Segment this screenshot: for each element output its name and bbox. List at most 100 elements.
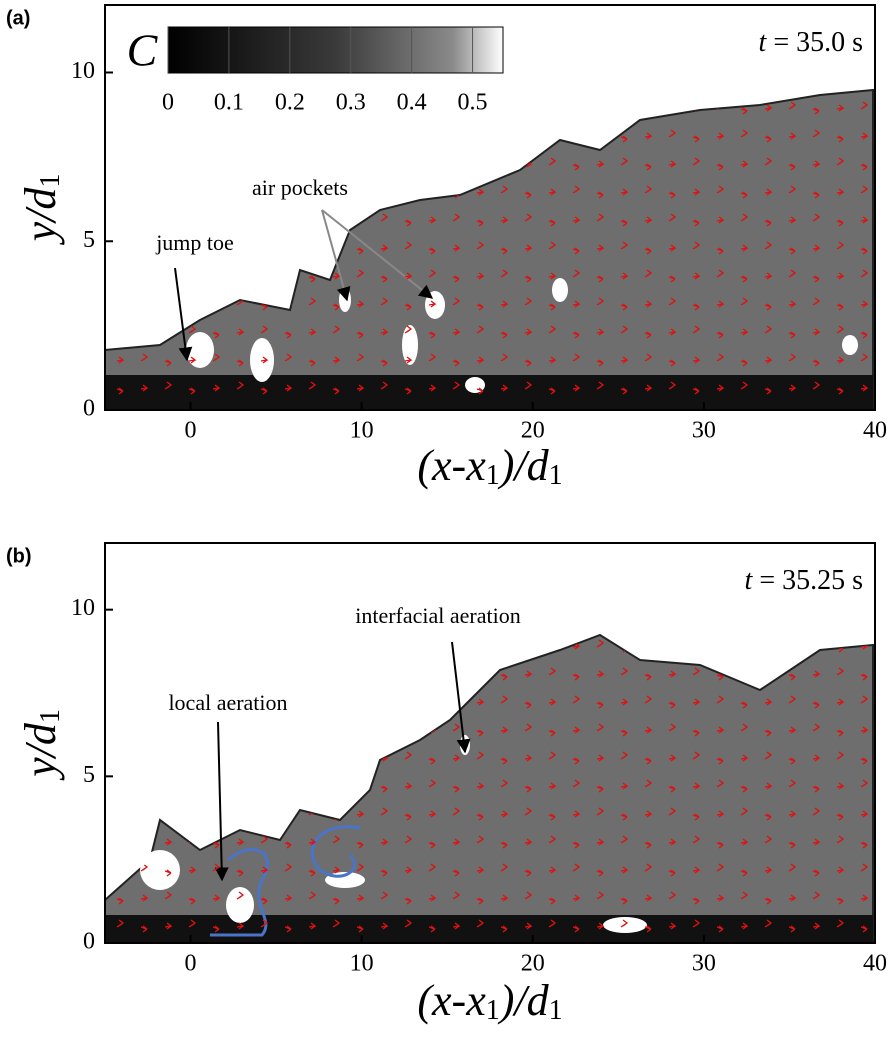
- vector: [812, 213, 821, 222]
- vector: [165, 587, 171, 593]
- vector: [788, 163, 796, 171]
- vector: [836, 188, 845, 196]
- vector: [428, 673, 436, 681]
- vector: [308, 922, 317, 930]
- vector: [669, 587, 675, 593]
- vector: [861, 18, 867, 25]
- vector: [140, 673, 148, 681]
- vector: [476, 919, 485, 928]
- vector: [812, 297, 821, 306]
- annotation: interfacial aeration: [355, 603, 521, 628]
- vector: [524, 639, 533, 648]
- vector: [428, 925, 436, 933]
- vector: [284, 726, 293, 734]
- vector: [356, 642, 365, 650]
- colorbar-tick-label: 0.5: [458, 90, 488, 116]
- vector: [548, 835, 557, 844]
- vector: [812, 244, 821, 252]
- vector: [236, 381, 245, 390]
- vector: [140, 185, 149, 194]
- vector: [620, 356, 629, 364]
- vector: [548, 219, 556, 227]
- vector: [116, 729, 124, 737]
- vector: [116, 813, 124, 821]
- vector: [189, 615, 195, 621]
- vector: [524, 328, 533, 336]
- vector: [812, 275, 820, 283]
- vector: [476, 188, 485, 196]
- vector: [669, 24, 675, 30]
- vector: [716, 894, 725, 902]
- vector: [860, 353, 869, 362]
- vector: [141, 612, 147, 619]
- vector: [260, 751, 269, 760]
- vector: [573, 590, 579, 596]
- vector: [452, 244, 461, 252]
- vector: [117, 562, 123, 568]
- vector: [716, 269, 725, 278]
- vector: [836, 835, 845, 844]
- vector: [837, 615, 843, 621]
- vector: [572, 101, 581, 110]
- vector: [500, 779, 509, 788]
- vector: [765, 615, 771, 621]
- vector: [236, 639, 245, 648]
- vector: [189, 562, 195, 568]
- vector: [140, 726, 149, 734]
- vector: [500, 695, 509, 704]
- vector: [668, 785, 676, 793]
- vector: [356, 384, 365, 392]
- vector: [596, 359, 604, 367]
- vector: [740, 160, 749, 168]
- vector: [380, 359, 388, 367]
- vector: [332, 645, 340, 653]
- vector: [692, 813, 700, 821]
- panel-label: (b): [6, 545, 32, 567]
- vector: [741, 618, 747, 624]
- vector: [116, 919, 125, 928]
- vector: [788, 353, 797, 362]
- vector: [716, 353, 725, 362]
- vector: [501, 559, 507, 565]
- vector: [524, 754, 533, 762]
- vector: [644, 353, 653, 362]
- vector: [812, 160, 821, 168]
- vector: [404, 813, 412, 821]
- vector: [668, 275, 676, 283]
- vector: [693, 21, 699, 27]
- vector: [380, 129, 389, 138]
- vector: [380, 701, 388, 709]
- vector: [764, 135, 772, 143]
- vector: [596, 213, 605, 222]
- vector: [668, 359, 676, 367]
- vector: [164, 213, 173, 222]
- vector: [668, 639, 677, 648]
- y-label-part: 1: [35, 174, 66, 188]
- vector: [620, 104, 629, 112]
- vector: [237, 587, 243, 593]
- vector: [788, 726, 797, 734]
- vector: [693, 74, 699, 81]
- vector: [669, 618, 675, 624]
- x-tick-label: 20: [521, 418, 545, 444]
- vector: [573, 612, 579, 619]
- vector: [261, 584, 267, 591]
- vector: [165, 618, 171, 624]
- vector: [764, 919, 773, 928]
- vector: [332, 387, 340, 395]
- vector: [740, 328, 749, 336]
- vector: [476, 135, 484, 143]
- vector: [308, 213, 317, 222]
- vector: [164, 838, 173, 846]
- vector: [549, 615, 555, 621]
- vector: [692, 325, 701, 334]
- x-tick-label: 0: [185, 951, 197, 977]
- vector: [621, 584, 627, 591]
- vector: [620, 667, 629, 676]
- vector: [621, 562, 627, 568]
- vector: [596, 891, 605, 900]
- x-tick-label: 0: [185, 418, 197, 444]
- vector: [188, 729, 196, 737]
- vector: [476, 157, 485, 166]
- vector: [476, 241, 485, 250]
